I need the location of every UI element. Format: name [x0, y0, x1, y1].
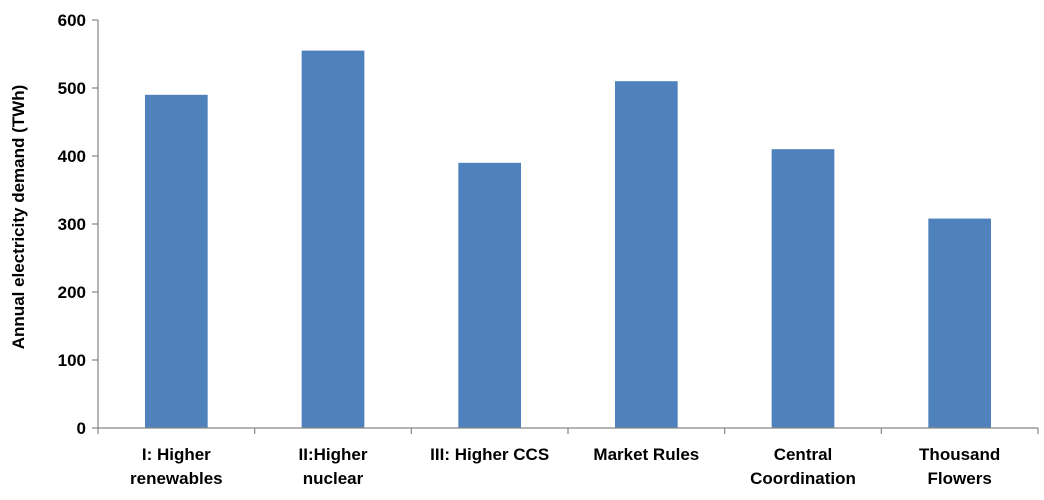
y-tick-label: 600: [58, 11, 86, 30]
x-tick-label: III: Higher CCS: [430, 445, 549, 464]
y-axis-ticks: [92, 19, 98, 429]
y-tick-label: 500: [58, 79, 86, 98]
x-tick-label: I: Higher renewables: [130, 445, 223, 488]
y-axis-tick-labels: 0 100 200 300 400 500 600: [58, 11, 86, 438]
y-tick-label: 0: [77, 419, 86, 438]
y-tick-label: 400: [58, 147, 86, 166]
y-tick-label: 200: [58, 283, 86, 302]
bar: [458, 162, 521, 429]
x-tick-label: II:Higher nuclear: [299, 445, 368, 488]
x-tick-label: Market Rules: [593, 445, 699, 464]
x-tick-label: Thousand Flowers: [919, 445, 1000, 488]
y-tick-label: 300: [58, 215, 86, 234]
x-axis-tick-labels: I: Higher renewables II:Higher nuclear III: …: [130, 445, 1000, 488]
y-axis-title: Annual electricity demand (TWh): [9, 85, 28, 349]
bar: [928, 218, 991, 428]
bar: [615, 81, 678, 428]
bar: [301, 50, 365, 428]
x-axis-ticks: [97, 428, 1039, 434]
bar: [771, 149, 835, 428]
bars: [145, 50, 991, 429]
bar: [145, 94, 208, 429]
x-tick-label: Central Coordination: [750, 445, 856, 488]
y-tick-label: 100: [58, 351, 86, 370]
